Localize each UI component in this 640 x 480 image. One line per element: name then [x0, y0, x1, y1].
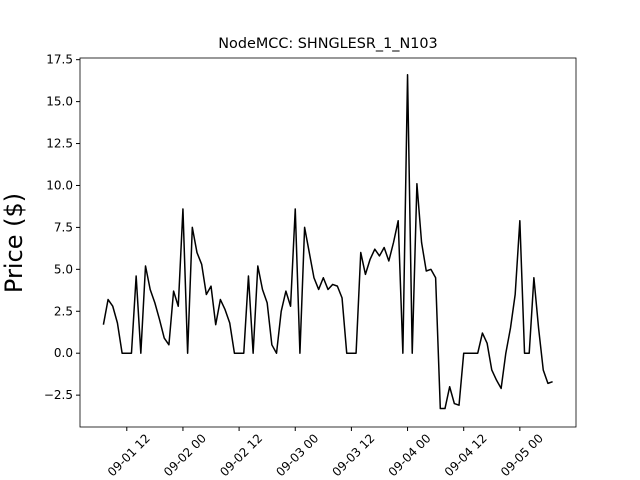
y-tick-label: 10.0 — [46, 178, 73, 192]
y-tick-label: 12.5 — [46, 137, 73, 151]
chart-title: NodeMCC: SHNGLESR_1_N103 — [218, 36, 437, 52]
x-tick-label: 09-04 00 — [386, 431, 434, 479]
price-line — [102, 74, 553, 410]
y-tick-label: 17.5 — [46, 53, 73, 67]
x-tick-label: 09-04 12 — [442, 431, 490, 479]
x-tick-label: 09-02 12 — [217, 431, 265, 479]
x-tick-label: 09-03 12 — [329, 431, 377, 479]
x-tick-label: 09-02 00 — [161, 431, 209, 479]
y-tick-label: −2.5 — [44, 388, 73, 402]
y-tick-label: 2.5 — [54, 304, 73, 318]
plot-frame — [79, 57, 577, 428]
y-axis-label: Price ($) — [0, 193, 28, 293]
y-tick-label: 5.0 — [54, 262, 73, 276]
x-tick-label: 09-03 00 — [273, 431, 321, 479]
x-tick-label: 09-01 12 — [105, 431, 153, 479]
y-tick-label: 0.0 — [54, 346, 73, 360]
x-tick-label: 09-05 00 — [498, 431, 546, 479]
y-tick-label: 15.0 — [46, 95, 73, 109]
y-tick-label: 7.5 — [54, 220, 73, 234]
